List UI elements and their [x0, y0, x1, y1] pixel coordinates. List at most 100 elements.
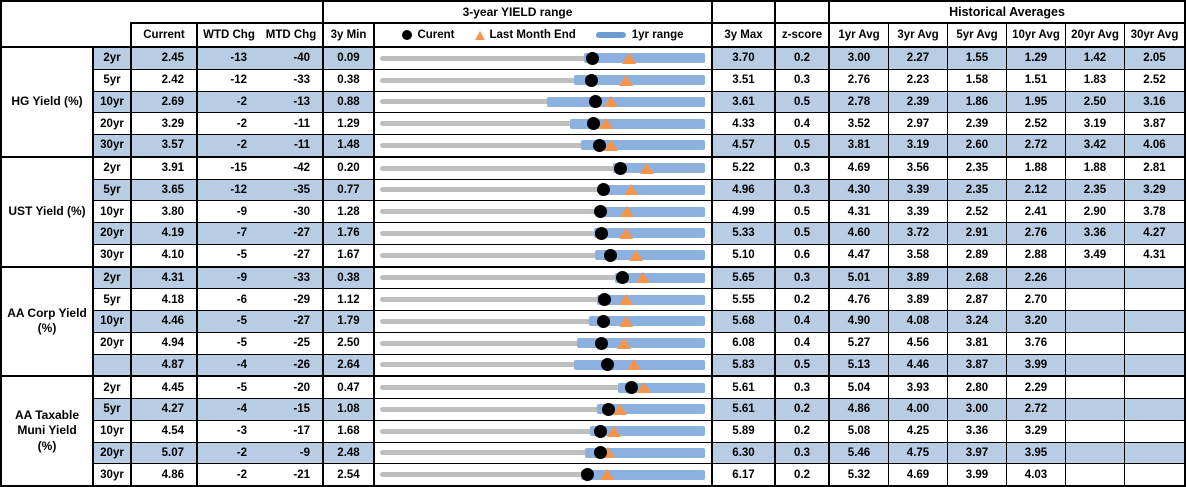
current-value: 4.86: [132, 464, 198, 485]
range-track: [380, 275, 705, 281]
avg-value: 2.80: [948, 377, 1007, 398]
chart-group-title: 3-year YIELD range: [324, 2, 713, 22]
data-row: 10yr 2.69 -2 -13 0.88 3.61 0.5 2.78 2.39 1.86 1.95…: [94, 91, 1184, 114]
col-header-mtd-chg: MTD Chg: [265, 29, 317, 41]
avg-value: 3.78: [1143, 205, 1166, 218]
range-track: [380, 450, 705, 456]
data-row: 2yr 3.91 -15 -42 0.20 5.22 0.3 4.69 3.56 2.35 1.88…: [94, 157, 1184, 180]
data-row: 5yr 3.65 -12 -35 0.77 4.96 0.3 4.30 3.39 2.35 2.12…: [94, 179, 1184, 202]
header-empty-above-zscore: [776, 2, 830, 22]
range-chart: [375, 267, 713, 289]
col-header-wtd-chg: WTD Chg: [203, 29, 255, 41]
one-yr-range-bar: [580, 140, 705, 151]
current-value: 3.65: [132, 179, 198, 201]
current-dot: [589, 95, 602, 109]
wtd-chg-value: -2: [236, 468, 247, 481]
legend-item-1yr-range: 1yr range: [595, 29, 684, 41]
avg-value: 2.23: [889, 69, 948, 91]
mtd-chg-value: -26: [261, 354, 324, 376]
range-chart: [375, 201, 713, 222]
range-track: [380, 362, 705, 368]
col-header-zscore: z-score: [776, 22, 830, 46]
one-yr-range-bar: [588, 316, 705, 327]
avg-value: 1.42: [1066, 48, 1125, 69]
header-spacer-left: [2, 2, 324, 22]
max-3y-value: 6.08: [713, 332, 776, 354]
last-month-end-marker: [637, 382, 652, 394]
z-score-value: 0.3: [776, 69, 830, 91]
legend-1yr-range-label: 1yr range: [631, 29, 684, 41]
range-track: [380, 428, 705, 434]
one-yr-range-bar: [597, 294, 705, 305]
avg-value: 2.05: [1125, 48, 1184, 69]
avg-value: 1.29: [1007, 48, 1066, 69]
avg-value: 2.39: [948, 113, 1007, 134]
avg-value: 4.90: [830, 311, 889, 332]
wtd-chg-value: -6: [236, 293, 247, 306]
range-chart: [375, 157, 713, 179]
avg-value: 3.87: [1143, 117, 1166, 130]
tenor-cell: 2yr: [94, 157, 132, 179]
section-rows: 2yr 4.45 -5 -20 0.47 5.61 0.3 5.04 3.93 2.80 2.29 5…: [94, 377, 1184, 485]
z-score-value: 0.5: [776, 201, 830, 222]
last-month-end-marker: [604, 96, 618, 108]
wtd-chg-value: -5: [236, 249, 247, 262]
range-track: [380, 165, 705, 171]
wtd-chg-value: -5: [236, 337, 247, 350]
tenor-cell: 10yr: [94, 420, 132, 442]
col-header-1yr-avg: 1yr Avg: [830, 22, 889, 46]
avg-value: [1066, 311, 1125, 332]
avg-value: 2.35: [1066, 179, 1125, 201]
avg-value: 2.35: [948, 179, 1007, 201]
range-chart: [375, 244, 713, 266]
current-value: 4.45: [132, 377, 198, 398]
current-dot: [585, 73, 599, 87]
category-label: HG Yield (%): [2, 48, 94, 156]
range-chart: [375, 464, 713, 485]
avg-value: 2.97: [889, 113, 948, 134]
current-dot: [593, 446, 607, 460]
current-value: 4.87: [132, 354, 198, 376]
wtd-chg-value: -12: [198, 179, 261, 201]
tenor-cell: 5yr: [94, 399, 132, 420]
last-month-end-marker: [635, 272, 650, 284]
current-dot: [581, 468, 595, 482]
mtd-chg-value: -15: [261, 399, 324, 420]
avg-value: 2.35: [948, 157, 1007, 179]
avg-value: 3.36: [1066, 223, 1125, 244]
current-dot: [594, 205, 608, 219]
range-chart: [375, 442, 713, 464]
avg-value: 3.81: [948, 332, 1007, 354]
avg-value: 2.91: [948, 223, 1007, 244]
mtd-chg-value: -30: [261, 201, 324, 222]
avg-value: [1066, 289, 1125, 310]
avg-value: [1125, 311, 1184, 332]
avg-value: 3.97: [948, 442, 1007, 464]
last-month-end-marker: [619, 74, 634, 86]
avg-value: 3.20: [1007, 311, 1066, 332]
avg-value: 3.36: [948, 420, 1007, 442]
max-3y-value: 4.33: [713, 113, 776, 134]
current-dot: [602, 402, 616, 416]
last-month-end-marker: [599, 469, 614, 481]
data-row: 2yr 4.45 -5 -20 0.47 5.61 0.3 5.04 3.93 2.80 2.29: [94, 377, 1184, 399]
z-score-value: 0.4: [776, 113, 830, 134]
current-dot: [595, 336, 608, 350]
data-row: 4.87 -4 -26 2.64 5.83 0.5 5.13 4.46 3.87 3.99: [94, 354, 1184, 376]
avg-value: 3.39: [889, 179, 948, 201]
legend-current-label: Curent: [417, 29, 455, 41]
avg-value: 3.95: [1007, 442, 1066, 464]
max-3y-value: 4.99: [713, 201, 776, 222]
range-track: [380, 209, 705, 215]
current-value: 2.45: [132, 48, 198, 69]
z-score-value: 0.3: [776, 157, 830, 179]
mtd-chg-value: -27: [261, 223, 324, 244]
data-row: 20yr 4.19 -7 -27 1.76 5.33 0.5 4.60 3.72 2.91 2.76…: [94, 223, 1184, 245]
current-value: 4.18: [132, 289, 198, 310]
range-track: [380, 472, 705, 478]
avg-value: 2.81: [1143, 162, 1166, 175]
wtd-chg-value: -7: [198, 223, 261, 244]
avg-value: 3.19: [1066, 113, 1125, 134]
data-row: 10yr 4.46 -5 -27 1.79 5.68 0.4 4.90 4.08 3.24 3.20: [94, 311, 1184, 333]
wtd-chg-value: -9: [236, 205, 247, 218]
